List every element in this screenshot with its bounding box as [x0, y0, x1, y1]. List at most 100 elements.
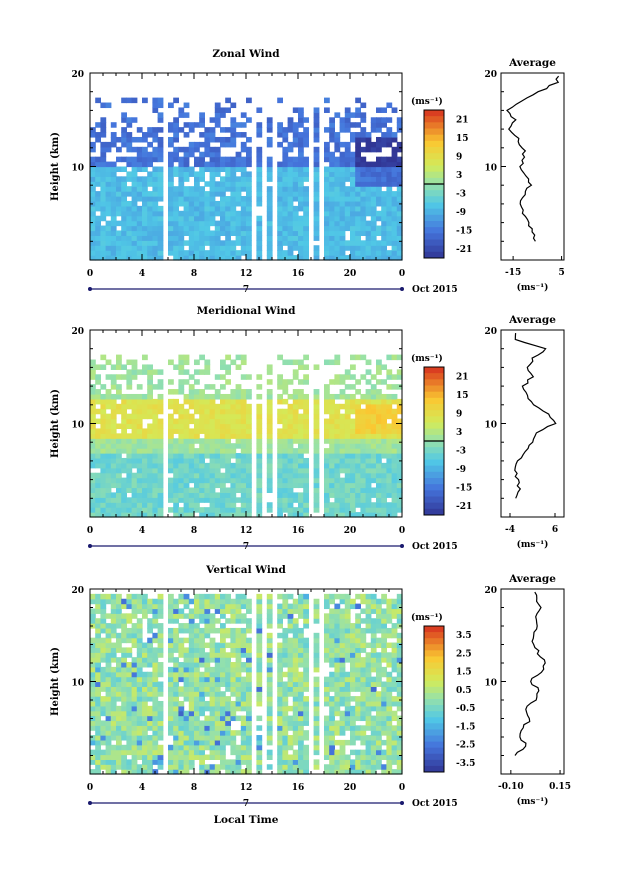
heatmap-cell [100, 196, 107, 202]
heatmap-cell [110, 433, 117, 439]
heatmap-cell [370, 700, 377, 707]
heatmap-cell [370, 603, 377, 610]
heatmap-cell [329, 492, 335, 498]
heatmap-cell [282, 230, 289, 236]
heatmap-cell [240, 492, 247, 498]
heatmap-cell [157, 186, 164, 192]
heatmap-cell [246, 413, 252, 420]
heatmap-cell [142, 448, 148, 454]
heatmap-cell [220, 403, 226, 410]
heatmap-cell [157, 428, 164, 434]
heatmap-cell [194, 215, 200, 222]
heatmap-cell [313, 176, 320, 182]
heatmap-cell [313, 230, 320, 236]
heatmap-cell [391, 477, 398, 484]
heatmap-cell [168, 240, 174, 246]
heatmap-cell [204, 433, 211, 439]
heatmap-cell [334, 671, 341, 678]
heatmap-cell [121, 764, 127, 770]
heatmap-cell [168, 176, 174, 182]
heatmap-cell [344, 151, 351, 158]
heatmap-cell [121, 112, 127, 118]
heatmap-cell [142, 512, 148, 518]
heatmap-cell [287, 512, 294, 518]
heatmap-cell [131, 657, 138, 663]
heatmap-cell [209, 448, 216, 454]
heatmap-cell [168, 744, 174, 751]
heatmap-cell [246, 117, 252, 123]
colorbar-segment [424, 122, 444, 129]
heatmap-cell [396, 166, 403, 173]
heatmap-cell [173, 240, 179, 246]
heatmap-cell [199, 176, 205, 182]
average-frame [500, 588, 565, 775]
heatmap-cell [147, 379, 153, 385]
heatmap-cell [136, 472, 143, 479]
heatmap-cell [365, 657, 372, 663]
heatmap-cell [225, 166, 231, 173]
heatmap-cell [136, 384, 143, 390]
heatmap-cell [246, 507, 252, 513]
heatmap-cell [313, 191, 320, 197]
heatmap-cell [209, 497, 216, 503]
heatmap-cell [152, 608, 159, 614]
heatmap-cell [287, 462, 294, 469]
heatmap-cell [344, 220, 351, 227]
heatmap-cell [282, 477, 289, 484]
heatmap-cell [95, 398, 101, 405]
heatmap-cell [204, 739, 211, 746]
heatmap-cell [360, 423, 367, 430]
heatmap-cell [365, 642, 372, 649]
heatmap-cell [136, 423, 143, 430]
heatmap-cell [339, 225, 346, 232]
heatmap-cell [199, 354, 205, 361]
heatmap-cell [95, 666, 101, 673]
heatmap-cell [370, 418, 377, 425]
heatmap-cell [360, 598, 367, 605]
heatmap-cell [142, 477, 148, 484]
heatmap-cell [298, 240, 304, 246]
heatmap-cell [126, 730, 133, 736]
heatmap-cell [168, 200, 174, 207]
heatmap-cell [230, 477, 237, 484]
heatmap-cell [100, 191, 107, 197]
heatmap-cell [183, 477, 190, 484]
heatmap-cell [396, 467, 403, 474]
heatmap-cell [292, 196, 299, 202]
heatmap-cell [220, 443, 226, 449]
heatmap-cell [329, 769, 335, 775]
heatmap-cell [360, 467, 367, 474]
heatmap-cell [188, 497, 195, 503]
heatmap-cell [116, 482, 122, 489]
heatmap-cell [220, 413, 226, 420]
heatmap-cell [324, 428, 330, 434]
heatmap-cell [90, 462, 96, 469]
heatmap-cell [298, 715, 304, 722]
heatmap-cell [344, 477, 351, 484]
heatmap-cell [381, 492, 387, 498]
heatmap-cell [157, 438, 164, 444]
heatmap-cell [188, 200, 195, 207]
heatmap-cell [391, 171, 398, 177]
heatmap-cell [188, 467, 195, 474]
heatmap-cell [324, 156, 330, 163]
heatmap-cell [360, 482, 367, 489]
heatmap-cell [344, 418, 351, 425]
heatmap-cell [282, 462, 289, 469]
heatmap-cell [339, 467, 346, 474]
heatmap-cell [204, 652, 211, 658]
heatmap-cell [225, 725, 231, 731]
heatmap-cell [95, 255, 101, 261]
heatmap-cell [147, 255, 153, 261]
heatmap-cell [350, 666, 356, 673]
heatmap-cell [292, 225, 299, 232]
heatmap-cell [386, 691, 393, 697]
heatmap-cell [214, 240, 221, 246]
heatmap-cell [329, 593, 335, 600]
heatmap-cell [214, 735, 221, 741]
heatmap-cell [152, 497, 159, 503]
heatmap-cell [152, 220, 159, 227]
heatmap-cell [220, 735, 226, 741]
heatmap-cell [214, 671, 221, 678]
heatmap-cell [157, 443, 164, 449]
